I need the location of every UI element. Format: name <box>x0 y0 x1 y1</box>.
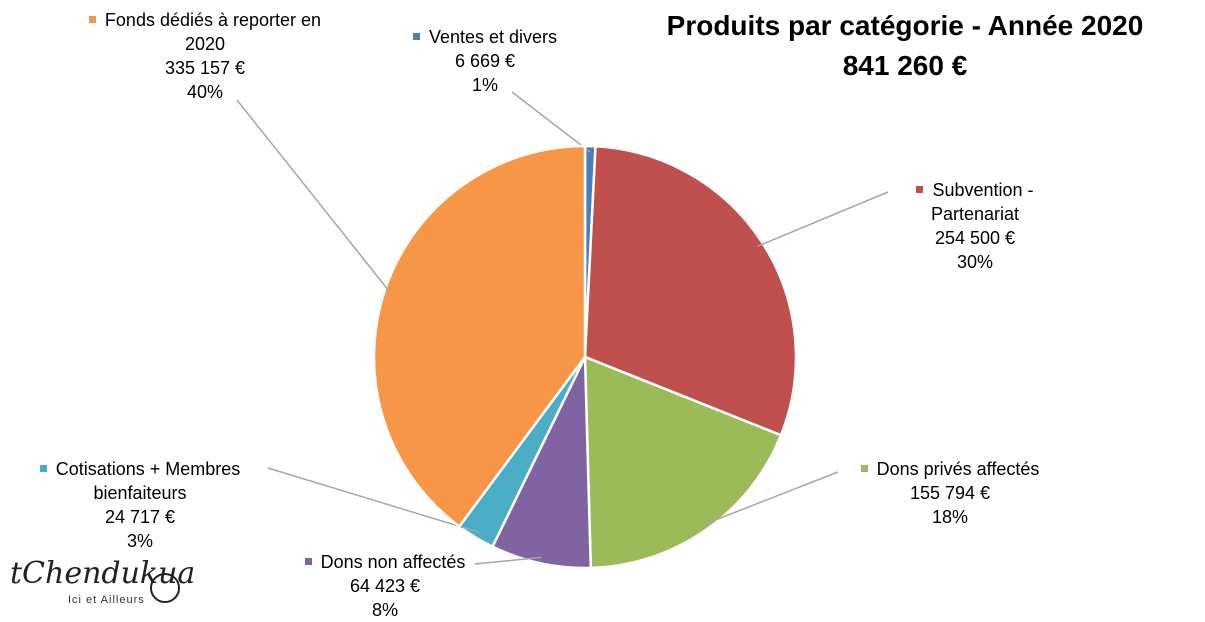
percent-label: 18% <box>931 507 969 527</box>
legend-marker <box>860 465 868 472</box>
leader-line <box>757 191 889 247</box>
value-label: 335 157 € <box>164 58 246 78</box>
data-label: Dons privés affectés 155 794 € 18% <box>800 457 1100 529</box>
pie-slice <box>372 144 587 529</box>
chart-title: Produits par catégorie - Année 2020 <box>666 10 1144 41</box>
logo-text: tChendukua <box>10 556 196 591</box>
pie-slice <box>583 355 783 570</box>
data-label: Dons non affectés 64 423 € 8% <box>255 550 515 622</box>
leader-line <box>474 556 542 565</box>
category-label: Subvention - Partenariat <box>930 180 1034 224</box>
percent-label: 1% <box>471 75 498 95</box>
leader-line <box>702 471 839 526</box>
leader-line <box>267 467 479 533</box>
chart-subtitle: 841 260 € <box>842 50 968 81</box>
value-label: 24 717 € <box>104 507 176 527</box>
legend-marker <box>39 465 47 472</box>
category-label: Fonds dédiés à reporter en 2020 <box>104 10 322 54</box>
label-category-line: Subvention - Partenariat <box>900 178 1050 226</box>
legend-marker <box>916 186 924 193</box>
category-label: Cotisations + Membres bienfaiteurs <box>55 459 241 503</box>
category-label: Ventes et divers <box>428 27 558 47</box>
value-label: 254 500 € <box>934 228 1016 248</box>
logo-emblem <box>150 573 180 603</box>
category-label: Dons privés affectés <box>876 459 1040 479</box>
pie-slice <box>490 356 593 570</box>
data-label: Ventes et divers 6 669 € 1% <box>355 25 615 97</box>
leader-line <box>236 99 391 294</box>
percent-label: 8% <box>371 600 398 620</box>
legend-marker <box>412 33 420 40</box>
legend-marker <box>88 16 96 23</box>
label-category-line: Cotisations + Membres bienfaiteurs <box>15 457 265 505</box>
value-label: 64 423 € <box>349 576 421 596</box>
legend-marker <box>304 558 312 565</box>
label-category-line: Dons privés affectés <box>800 457 1100 481</box>
data-label: Fonds dédiés à reporter en 2020 335 157 €… <box>80 8 330 104</box>
category-label: Dons non affectés <box>320 552 466 572</box>
value-label: 155 794 € <box>909 483 991 503</box>
pie-slice <box>583 144 798 437</box>
percent-label: 30% <box>956 252 994 272</box>
data-label: Cotisations + Membres bienfaiteurs 24 717… <box>15 457 265 553</box>
value-label: 6 669 € <box>454 51 516 71</box>
percent-label: 3% <box>126 531 153 551</box>
label-category-line: Ventes et divers <box>355 25 615 49</box>
label-category-line: Dons non affectés <box>255 550 515 574</box>
data-label: Subvention - Partenariat 254 500 € 30% <box>900 178 1050 274</box>
leader-line <box>511 91 591 153</box>
label-category-line: Fonds dédiés à reporter en 2020 <box>80 8 330 56</box>
percent-label: 40% <box>186 82 224 102</box>
logo-tagline: Ici et Ailleurs <box>68 594 145 606</box>
